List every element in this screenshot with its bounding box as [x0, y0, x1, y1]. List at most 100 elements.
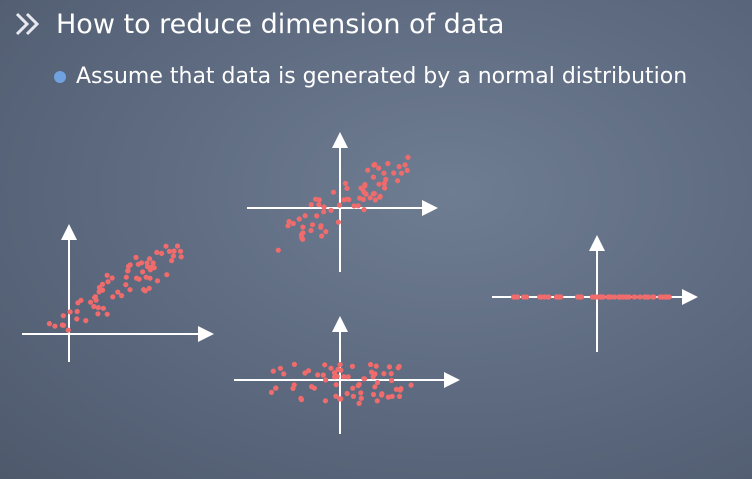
data-point	[100, 305, 106, 311]
data-point	[372, 197, 378, 203]
data-point	[374, 398, 380, 404]
data-point	[510, 294, 517, 300]
data-point	[123, 282, 129, 288]
data-point	[302, 213, 308, 219]
data-point	[373, 363, 379, 369]
data-point	[115, 289, 121, 295]
data-point	[363, 191, 369, 197]
data-point	[127, 262, 133, 268]
data-point	[398, 170, 405, 176]
data-point	[402, 162, 408, 168]
data-point	[367, 361, 374, 368]
data-point	[344, 390, 350, 397]
data-point	[300, 230, 306, 236]
data-point	[386, 364, 392, 370]
data-point	[178, 254, 184, 260]
data-point	[273, 385, 279, 391]
data-point	[337, 396, 343, 402]
data-point	[75, 300, 81, 306]
data-point	[135, 261, 141, 267]
data-point	[605, 294, 611, 300]
data-point	[74, 308, 80, 315]
data-points	[510, 294, 672, 300]
data-point	[141, 287, 147, 293]
data-point	[396, 164, 402, 170]
data-point	[330, 189, 336, 195]
scatter-plot-centered	[247, 132, 438, 272]
data-point	[333, 393, 339, 399]
data-point	[95, 311, 101, 317]
data-point	[104, 311, 110, 317]
data-point	[356, 400, 362, 406]
data-point	[374, 379, 381, 386]
data-point	[308, 227, 314, 234]
data-point	[320, 372, 326, 378]
data-point	[341, 197, 347, 203]
data-point	[171, 248, 177, 254]
data-point	[362, 182, 368, 188]
data-point	[376, 165, 382, 171]
data-point	[398, 386, 404, 392]
data-point	[146, 285, 152, 291]
data-point	[275, 247, 281, 253]
data-point	[311, 385, 317, 391]
data-point	[558, 294, 564, 300]
data-point	[632, 294, 638, 300]
data-point	[358, 390, 364, 396]
data-point	[361, 376, 367, 382]
data-point	[515, 294, 521, 300]
data-point	[370, 191, 376, 197]
data-point	[110, 294, 116, 300]
data-point	[67, 309, 73, 315]
data-point	[355, 383, 361, 389]
data-point	[321, 204, 327, 210]
data-point	[159, 250, 165, 256]
data-point	[285, 223, 291, 229]
data-point	[355, 203, 361, 209]
data-point	[169, 258, 175, 264]
data-point	[308, 202, 314, 208]
data-point	[388, 371, 394, 377]
data-point	[389, 393, 395, 399]
bullet-dot-icon	[54, 71, 66, 83]
data-point	[125, 268, 131, 274]
data-point	[52, 323, 58, 329]
data-point	[60, 313, 66, 319]
data-point	[370, 391, 377, 398]
data-point	[147, 275, 153, 281]
data-point	[381, 371, 387, 377]
data-point	[96, 289, 102, 295]
data-point	[302, 370, 308, 376]
data-point	[349, 363, 355, 369]
data-point	[344, 185, 350, 191]
data-point	[322, 362, 328, 368]
slide-title: How to reduce dimension of data	[14, 6, 504, 42]
data-point	[119, 293, 125, 299]
data-point	[335, 219, 341, 225]
data-point	[645, 294, 651, 300]
data-point	[626, 294, 632, 300]
data-point	[281, 371, 287, 377]
data-point	[370, 174, 376, 180]
data-point	[396, 363, 402, 370]
scatter-plot-rotated	[234, 316, 460, 434]
data-point	[381, 170, 387, 176]
data-point	[174, 243, 181, 249]
projection-plot-1d	[492, 235, 698, 352]
data-point	[663, 294, 669, 300]
bullet-point: Assume that data is generated by a norma…	[54, 60, 687, 92]
data-point	[385, 394, 391, 400]
data-point	[328, 207, 334, 213]
data-point	[323, 377, 329, 383]
data-point	[83, 318, 89, 324]
data-point	[331, 370, 338, 376]
data-point	[133, 275, 140, 281]
scatter-plot-original	[22, 224, 214, 362]
data-point	[372, 384, 378, 390]
data-point	[166, 248, 172, 254]
data-point	[296, 216, 302, 222]
data-point	[328, 365, 334, 371]
data-point	[314, 213, 320, 219]
data-point	[396, 393, 403, 399]
data-points	[268, 361, 414, 406]
